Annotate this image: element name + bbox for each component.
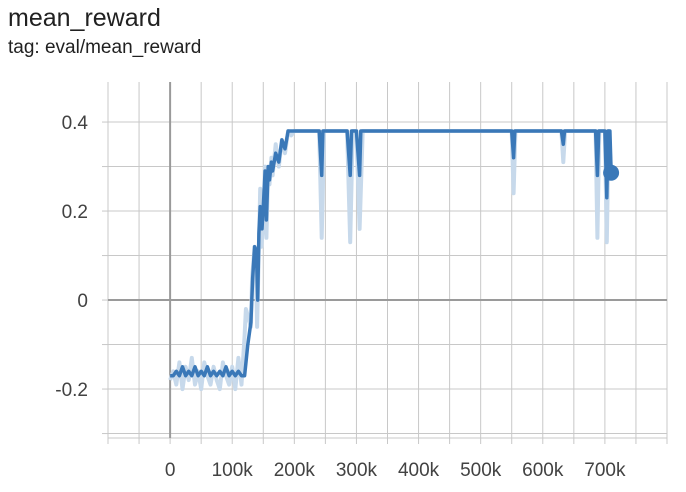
smoothed-series (170, 129, 613, 378)
x-tick-label: 300k (336, 460, 378, 481)
y-tick-label: 0.4 (62, 113, 89, 134)
x-tick-label: 600k (522, 460, 564, 481)
x-tick-label: 200k (274, 460, 316, 481)
axes (102, 82, 668, 444)
smoothed-line (170, 129, 613, 378)
y-tick-label: 0.2 (62, 202, 88, 223)
markers (603, 164, 620, 181)
grid (107, 82, 668, 438)
last-point-marker (603, 164, 620, 181)
chart-tag: tag: eval/mean_reward (8, 37, 202, 58)
raw-line (168, 129, 614, 392)
x-tick-label: 400k (398, 460, 440, 481)
x-tick-label: 500k (460, 460, 502, 481)
tick-labels: 0 100k 200k 300k 400k 500k 600k 700k -0.2 0 0.2 0.4 (55, 113, 626, 481)
y-tick-label: 0 (77, 291, 88, 312)
raw-series (168, 129, 614, 392)
x-tick-label: 100k (212, 460, 254, 481)
chart-title: mean_reward (8, 4, 161, 32)
x-tick-label: 0 (165, 460, 176, 481)
x-tick-label: 700k (584, 460, 626, 481)
y-tick-label: -0.2 (55, 380, 88, 401)
